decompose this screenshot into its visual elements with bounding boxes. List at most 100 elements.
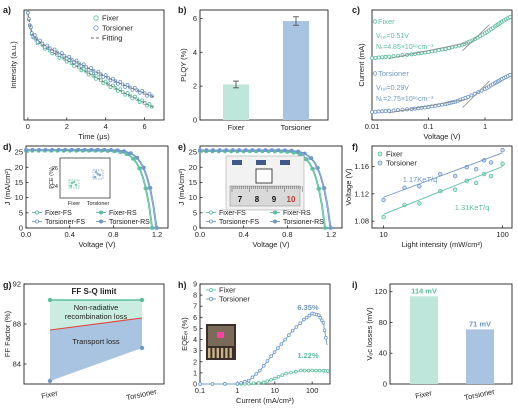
jv-point <box>211 148 215 152</box>
y-tick-label-h: 2 <box>193 359 197 366</box>
jv-point <box>50 147 55 152</box>
fit-line <box>27 14 155 109</box>
led-pin <box>220 348 224 358</box>
category-label-b: Torsioner <box>281 123 312 132</box>
iv-point <box>373 55 378 60</box>
eqe-point <box>289 370 293 375</box>
eqe-point <box>320 318 324 323</box>
inset-cat: Fixer <box>68 201 80 207</box>
plot-frame-g <box>23 283 165 385</box>
voc-point <box>464 164 469 170</box>
eqe-point <box>235 381 240 386</box>
jv-point <box>155 226 159 230</box>
jv-point <box>311 166 315 171</box>
peak-fixer: 1.22% <box>297 351 319 360</box>
iv-point <box>387 108 392 113</box>
y-tick-label-b: 2 <box>193 82 197 91</box>
x-tick-label-h: 1 <box>235 386 239 395</box>
jv-point <box>322 186 327 190</box>
y-axis-label-h: EQEₑₗ (%) <box>180 317 189 351</box>
jv-point <box>150 226 155 230</box>
panel-label: h) <box>178 280 187 290</box>
fit-line-c <box>388 98 469 114</box>
jv-point <box>115 148 120 152</box>
inset-ylabel: PCE (%) <box>49 167 55 189</box>
legend-fixer: Fixer <box>102 14 119 23</box>
eqe-point <box>310 368 314 373</box>
voc-point <box>481 171 487 177</box>
x-tick-label-a: 2 <box>65 122 69 131</box>
voc-point <box>402 202 407 207</box>
x-axis-label-h: Current (mA/cm²) <box>236 396 294 405</box>
jv-point <box>70 147 74 152</box>
plot-frame-i <box>389 283 513 385</box>
legend-label-d: Fixer-RS <box>109 210 137 217</box>
y-tick-label-g: 84 <box>13 360 21 369</box>
inset-box-torsioner <box>92 169 104 180</box>
inset-frame-d <box>59 157 111 199</box>
y-tick-label-e: 5 <box>193 208 197 217</box>
legend-torsioner-f: Torsioner <box>386 159 417 168</box>
x-tick-label-f: 10 <box>379 230 387 239</box>
voc-point <box>473 180 479 186</box>
torsioner-name-c: Torsioner <box>378 69 409 78</box>
eqe-point <box>302 317 306 322</box>
led-pin <box>225 348 228 358</box>
y-tick-label-g: 92 <box>13 280 21 289</box>
inset-ytick: 26 <box>52 166 58 172</box>
y-tick-label-i: 80 <box>379 318 387 327</box>
photo-mark <box>280 160 290 165</box>
jv-point <box>250 148 255 152</box>
decay-point <box>125 91 130 95</box>
jv-point <box>304 157 309 161</box>
plot-frame-h <box>199 283 331 385</box>
plot-frame-f <box>371 145 513 229</box>
y-axis-label-c: Current (mA) <box>357 43 366 87</box>
y-tick-label-i: 0 <box>383 380 387 389</box>
led-pin <box>212 348 215 358</box>
x-tick-label-h: 10 <box>271 386 279 395</box>
x-axis-label-d: Voltage (V) <box>78 240 116 249</box>
jv-point <box>131 156 136 161</box>
jv-point <box>237 148 242 152</box>
eqe-point <box>306 368 311 373</box>
jv-point <box>309 156 314 160</box>
jv-point <box>263 148 268 152</box>
y-tick-label-h: 3 <box>193 348 197 355</box>
eqe-point <box>265 379 270 383</box>
eqe-point <box>276 346 280 350</box>
eqe-point <box>314 368 318 373</box>
jv-point <box>224 148 229 152</box>
panel-label: i) <box>352 280 358 290</box>
y-axis-label-i: Vₒc losses (mV) <box>365 307 374 361</box>
nonrad-label-2: recombination loss <box>65 312 128 321</box>
slope-fixer: 1.31KeT/q <box>455 203 490 212</box>
voc-point <box>453 187 458 192</box>
voc-point <box>453 173 458 179</box>
legend-marker-f <box>377 160 383 166</box>
jv-point <box>329 226 333 230</box>
jv-point <box>230 148 235 152</box>
eqe-point <box>251 381 256 386</box>
inset-point <box>70 181 74 185</box>
torsioner-vtfl: Vₜₒₗ=0.29V <box>376 85 409 92</box>
legend-fitting: Fitting <box>102 34 122 43</box>
decay-point <box>79 64 84 68</box>
eqe-point <box>265 359 270 363</box>
decay-point <box>142 101 147 105</box>
legend-torsioner-h: Torsioner <box>219 295 250 304</box>
voc-point <box>417 184 422 189</box>
y-tick-label-b: 6 <box>193 14 197 23</box>
inset-point <box>96 172 100 176</box>
legend-marker-d <box>99 210 104 215</box>
iv-point <box>469 93 474 98</box>
y-tick-label-h: 7 <box>193 304 197 311</box>
jv-point <box>317 186 322 191</box>
jv-point <box>24 147 28 152</box>
fixer-vtfl: Vₜₒₗ=0.51V <box>376 33 409 40</box>
iv-point <box>380 55 385 60</box>
decay-point <box>115 89 120 93</box>
x-tick-label-e: 0.4 <box>238 230 248 239</box>
jv-point <box>198 148 202 152</box>
